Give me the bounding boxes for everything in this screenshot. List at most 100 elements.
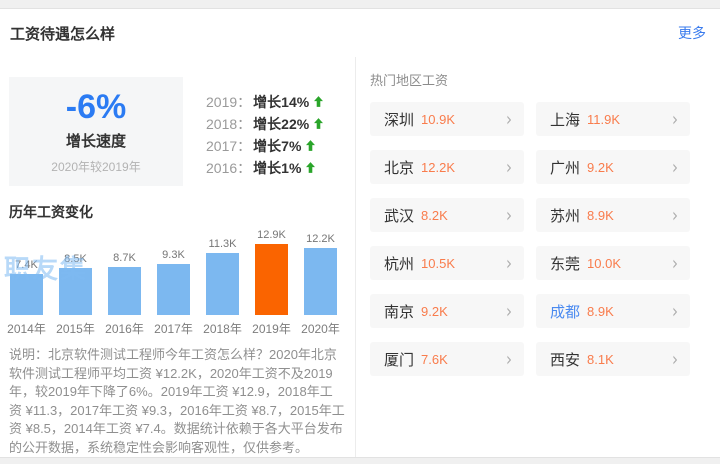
bar-2017年 — [157, 264, 190, 315]
bar-2016年 — [108, 267, 141, 315]
region-salary: 12.2K — [421, 159, 455, 175]
region-card-西安[interactable]: 西安 8.1K › — [536, 342, 690, 376]
growth-year: 2019： — [206, 94, 252, 110]
bar-column-2019年: 12.9K 2019年 — [252, 229, 291, 337]
region-city-name: 广州 — [550, 159, 581, 177]
chevron-right-icon: › — [672, 347, 678, 371]
region-salary: 10.5K — [421, 255, 455, 271]
growth-rate-value: -6% — [65, 88, 127, 126]
bar-axis-label: 2016年 — [105, 322, 144, 336]
chevron-right-icon: › — [506, 203, 512, 227]
growth-summary: -6% 增长速度 2020年较2019年 2019： 增长14% 2018： 增长22… — [9, 77, 345, 186]
bar-axis-label: 2017年 — [154, 322, 193, 336]
chevron-right-icon: › — [672, 155, 678, 179]
region-salary: 9.2K — [587, 159, 614, 175]
region-salary: 11.9K — [587, 111, 621, 127]
region-salary: 8.2K — [421, 207, 448, 223]
region-card-上海[interactable]: 上海 11.9K › — [536, 102, 690, 136]
bar-value-label: 12.2K — [306, 233, 335, 245]
region-city-name: 武汉 — [384, 207, 415, 225]
salary-bar-chart: 职友集 7.4K 2014年 8.5K 2015年 8.7K 2016年 9.3K 2017年… — [4, 229, 345, 337]
bar-column-2020年: 12.2K 2020年 — [301, 233, 340, 337]
up-arrow-icon — [306, 138, 316, 154]
region-card-广州[interactable]: 广州 9.2K › — [536, 150, 690, 184]
region-city-name: 东莞 — [550, 255, 581, 273]
salary-card: 工资待遇怎么样 更多 -6% 增长速度 2020年较2019年 2019： 增长1… — [0, 9, 720, 457]
region-city-name: 深圳 — [384, 111, 415, 129]
hot-regions-panel: 热门地区工资 深圳 10.9K › 上海 11.9K › 北京 12.2K › 广州 9.2K › 武汉… — [356, 57, 720, 457]
chevron-right-icon: › — [506, 251, 512, 275]
more-link[interactable]: 更多 — [678, 25, 706, 41]
bar-column-2015年: 8.5K 2015年 — [56, 253, 95, 337]
chevron-right-icon: › — [672, 203, 678, 227]
chart-description: 说明：北京软件测试工程师今年工资怎么样？2020年北京软件测试工程师平均工资 ¥… — [9, 347, 345, 455]
region-card-武汉[interactable]: 武汉 8.2K › — [370, 198, 524, 232]
region-card-成都[interactable]: 成都 8.9K › — [536, 294, 690, 328]
region-card-东莞[interactable]: 东莞 10.0K › — [536, 246, 690, 280]
up-arrow-icon — [306, 160, 316, 176]
up-arrow-icon — [314, 94, 324, 110]
growth-percent: 增长14% — [253, 94, 310, 110]
bar-column-2016年: 8.7K 2016年 — [105, 252, 144, 337]
card-header: 工资待遇怎么样 更多 — [0, 9, 720, 57]
region-city-name: 成都 — [550, 303, 581, 321]
region-card-苏州[interactable]: 苏州 8.9K › — [536, 198, 690, 232]
region-card-北京[interactable]: 北京 12.2K › — [370, 150, 524, 184]
region-card-厦门[interactable]: 厦门 7.6K › — [370, 342, 524, 376]
chart-title: 历年工资变化 — [9, 204, 93, 220]
growth-percent: 增长7% — [253, 138, 302, 154]
region-city-name: 杭州 — [384, 255, 415, 273]
growth-rate-box: -6% 增长速度 2020年较2019年 — [9, 77, 183, 186]
bar-axis-label: 2018年 — [203, 322, 242, 336]
region-salary: 7.6K — [421, 351, 448, 367]
page-top-strip — [0, 0, 720, 9]
regions-grid: 深圳 10.9K › 上海 11.9K › 北京 12.2K › 广州 9.2K › 武汉 8.2K › 苏州… — [370, 102, 690, 376]
growth-rate-label: 增长速度 — [65, 133, 126, 150]
bar-value-label: 12.9K — [257, 229, 286, 241]
chevron-right-icon: › — [506, 155, 512, 179]
bar-axis-label: 2020年 — [301, 322, 340, 336]
growth-year: 2016： — [206, 160, 252, 176]
region-card-深圳[interactable]: 深圳 10.9K › — [370, 102, 524, 136]
bar-2020年 — [304, 248, 337, 315]
growth-history-row: 2018： 增长22% — [206, 113, 324, 135]
region-salary: 8.9K — [587, 207, 614, 223]
chevron-right-icon: › — [506, 299, 512, 323]
growth-year: 2018： — [206, 116, 252, 132]
bar-value-label: 8.7K — [113, 252, 136, 264]
growth-rate-sublabel: 2020年较2019年 — [51, 160, 141, 174]
chevron-right-icon: › — [506, 347, 512, 371]
growth-history-row: 2017： 增长7% — [206, 135, 323, 157]
region-city-name: 上海 — [550, 111, 581, 129]
bar-column-2014年: 7.4K 2014年 — [7, 259, 46, 337]
bar-axis-label: 2019年 — [252, 322, 291, 336]
region-city-name: 西安 — [550, 351, 581, 369]
region-salary: 8.9K — [587, 303, 614, 319]
region-city-name: 苏州 — [550, 207, 581, 225]
bar-value-label: 8.5K — [64, 253, 87, 265]
growth-year: 2017： — [206, 138, 252, 154]
region-card-南京[interactable]: 南京 9.2K › — [370, 294, 524, 328]
region-salary: 9.2K — [421, 303, 448, 319]
chevron-right-icon: › — [672, 299, 678, 323]
growth-percent: 增长22% — [253, 116, 310, 132]
bar-column-2017年: 9.3K 2017年 — [154, 249, 193, 337]
bar-value-label: 11.3K — [208, 238, 237, 250]
bar-2015年 — [59, 268, 92, 315]
chevron-right-icon: › — [506, 107, 512, 131]
growth-history-list: 2019： 增长14% 2018： 增长22% 2017： 增长7% 2016： 增长1% — [206, 77, 324, 186]
up-arrow-icon — [314, 116, 324, 132]
main-content: -6% 增长速度 2020年较2019年 2019： 增长14% 2018： 增长22… — [0, 57, 720, 457]
region-salary: 8.1K — [587, 351, 614, 367]
region-card-杭州[interactable]: 杭州 10.5K › — [370, 246, 524, 280]
bar-axis-label: 2014年 — [7, 322, 46, 336]
salary-trend-panel: -6% 增长速度 2020年较2019年 2019： 增长14% 2018： 增长22… — [0, 57, 356, 457]
region-city-name: 厦门 — [384, 351, 415, 369]
region-city-name: 南京 — [384, 303, 415, 321]
region-salary: 10.9K — [421, 111, 455, 127]
bar-value-label: 9.3K — [162, 249, 185, 261]
page-title: 工资待遇怎么样 — [10, 25, 116, 43]
regions-title: 热门地区工资 — [370, 73, 449, 88]
region-city-name: 北京 — [384, 159, 415, 177]
